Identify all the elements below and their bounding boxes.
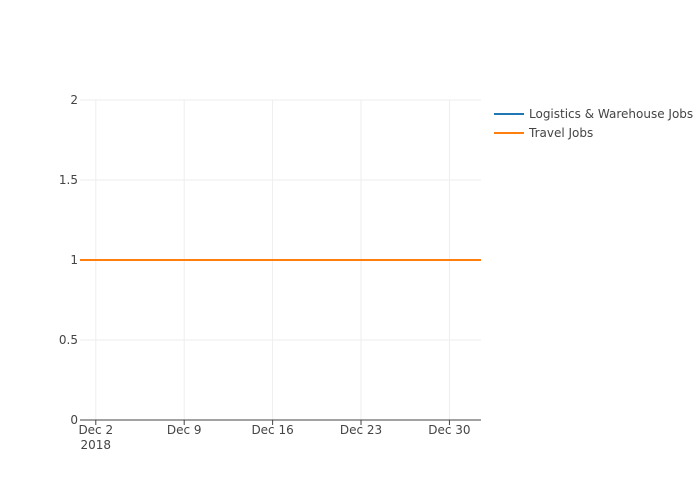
x-tick-label: Dec 16 bbox=[251, 423, 293, 437]
legend-label: Logistics & Warehouse Jobs bbox=[529, 107, 693, 121]
x-tick-label: Dec 30 bbox=[428, 423, 470, 437]
y-tick-label: 0.5 bbox=[59, 333, 78, 347]
legend-label: Travel Jobs bbox=[528, 126, 593, 140]
axes bbox=[80, 419, 481, 425]
legend-item[interactable]: Travel Jobs bbox=[494, 126, 593, 140]
y-tick-label: 2 bbox=[70, 93, 78, 107]
y-tick-label: 0 bbox=[70, 413, 78, 427]
x-tick-sublabel: 2018 bbox=[81, 438, 112, 452]
legend[interactable]: Logistics & Warehouse Jobs Travel Jobs bbox=[494, 107, 693, 140]
y-tick-label: 1 bbox=[70, 253, 78, 267]
x-tick-label: Dec 23 bbox=[340, 423, 382, 437]
x-tick-label: Dec 9 bbox=[167, 423, 202, 437]
legend-item[interactable]: Logistics & Warehouse Jobs bbox=[494, 107, 693, 121]
y-tick-label: 1.5 bbox=[59, 173, 78, 187]
x-tick-label: Dec 2 bbox=[78, 423, 113, 437]
